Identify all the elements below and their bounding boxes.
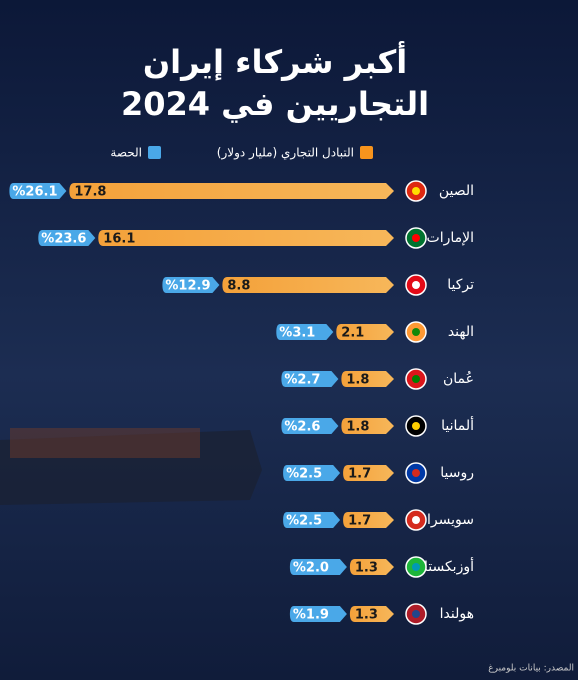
bar: [341, 371, 394, 387]
share-label: %2.7: [284, 373, 320, 388]
flag-emblem: [412, 610, 420, 618]
flag-emblem: [412, 234, 420, 242]
flag-emblem: [412, 375, 420, 383]
category-label: الهند: [448, 324, 474, 340]
bar: [349, 606, 394, 622]
share-box: [162, 277, 220, 293]
category-label: سويسرا: [427, 512, 474, 528]
category-label: الصين: [439, 183, 474, 199]
chart-title: أكبر شركاء إيران: [143, 41, 407, 82]
legend-swatch: [360, 146, 373, 159]
category-label: ألمانيا: [441, 416, 474, 434]
flag-emblem: [412, 187, 420, 195]
value-label: 17.8: [74, 185, 106, 200]
bar: [69, 183, 395, 199]
share-box: [276, 324, 334, 340]
value-label: 2.1: [341, 326, 364, 341]
flag-emblem: [412, 328, 420, 336]
share-label: %12.9: [165, 279, 210, 294]
share-label: %26.1: [12, 185, 57, 200]
share-box: [9, 183, 67, 199]
bar: [222, 277, 394, 293]
category-label: هولندا: [440, 606, 474, 622]
share-box: [289, 606, 347, 622]
value-label: 1.3: [355, 608, 378, 623]
share-box: [281, 371, 339, 387]
source: المصدر: بيانات بلومبرغ: [488, 664, 574, 674]
value-label: 1.8: [346, 373, 369, 388]
bar: [336, 324, 394, 340]
legend-label: الحصة: [110, 146, 142, 160]
share-label: %2.5: [286, 514, 322, 529]
share-label: %1.9: [293, 608, 329, 623]
share-label: %2.6: [284, 420, 320, 435]
flag-emblem: [412, 563, 420, 571]
share-box: [283, 512, 341, 528]
share-box: [281, 418, 339, 434]
share-label: %3.1: [279, 326, 315, 341]
share-label: %2.0: [293, 561, 329, 576]
flag-emblem: [412, 516, 420, 524]
containers: [10, 428, 200, 458]
share-label: %2.5: [286, 467, 322, 482]
category-label: روسيا: [440, 465, 474, 481]
flag-emblem: [412, 469, 420, 477]
bar: [341, 418, 394, 434]
category-label: تركيا: [447, 277, 474, 293]
value-label: 16.1: [103, 232, 135, 247]
category-label: أوزبكستان: [414, 557, 474, 575]
value-label: 8.8: [227, 279, 250, 294]
bar: [349, 559, 394, 575]
legend-label: التبادل التجاري (مليار دولار): [217, 146, 354, 161]
value-label: 1.7: [348, 514, 371, 529]
bar: [98, 230, 395, 246]
chart-subtitle: التجاريين في 2024: [121, 85, 429, 123]
value-label: 1.8: [346, 420, 369, 435]
bar: [343, 465, 394, 481]
value-label: 1.3: [355, 561, 378, 576]
category-label: عُمان: [443, 371, 474, 387]
category-label: الإمارات: [427, 230, 474, 246]
legend-swatch: [148, 146, 161, 159]
flag-emblem: [412, 281, 420, 289]
share-label: %23.6: [41, 232, 86, 247]
flag-emblem: [412, 422, 420, 430]
share-box: [283, 465, 341, 481]
value-label: 1.7: [348, 467, 371, 482]
bar: [343, 512, 394, 528]
share-box: [38, 230, 96, 246]
share-box: [289, 559, 347, 575]
